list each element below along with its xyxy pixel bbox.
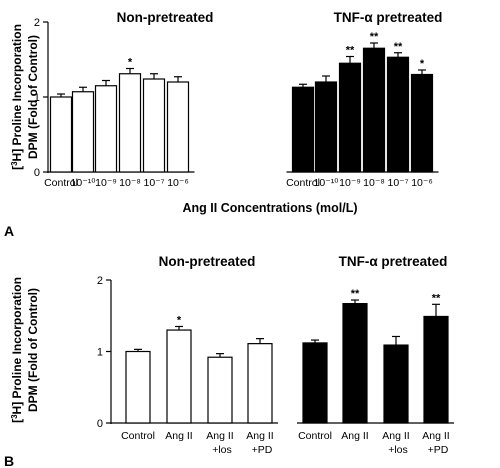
panel-a-bar	[118, 73, 142, 173]
panel-a-y-tick-label: 1	[34, 92, 40, 104]
panel-b-category-label-line2: +PD	[428, 444, 449, 456]
panel-a-bar	[410, 73, 434, 173]
panel-a-y-axis-title-text: H] Proline Incorporation	[10, 24, 24, 161]
panel-a-bar	[166, 81, 190, 173]
panel-b-category-label: Ang II	[422, 430, 449, 442]
panel-b-category-label-line2: +los	[388, 444, 408, 456]
panel-a-bar	[338, 62, 362, 173]
panel-a-x-axis-title: Ang II Concentrations (mol/L)	[183, 201, 358, 215]
panel-a-category-label: 10⁻⁷	[143, 177, 164, 189]
panel-b-y-tick-label: 0	[97, 418, 103, 430]
panel-a-category-label: 10⁻⁷	[387, 177, 408, 189]
panel-a-category-label: 10⁻¹⁰	[71, 177, 97, 189]
panel-b-significance-label: **	[432, 292, 441, 304]
panel-b-bar	[125, 350, 151, 424]
panel-a-category-label: 10⁻⁸	[119, 177, 141, 189]
panel-b-category-label: Ang II	[341, 430, 368, 442]
panel-b-category-label: Control	[298, 430, 332, 442]
panel-b-bar	[342, 302, 368, 424]
panel-b-bar	[207, 356, 233, 424]
panel-b-bar	[247, 343, 273, 424]
panel-a-bar	[142, 78, 166, 173]
panel-b-category-label: Ang II	[206, 430, 233, 442]
panel-a-significance-label: *	[128, 57, 133, 69]
panel-a-category-label: 10⁻⁸	[363, 177, 385, 189]
panel-b-significance-label: **	[351, 288, 360, 300]
panel-a-label: A	[4, 223, 14, 239]
panel-a-bar	[362, 47, 386, 173]
panel-a-category-label: 10⁻⁹	[339, 177, 361, 189]
panel-a-y-tick-label: 2	[34, 17, 40, 29]
panel-a-bar	[386, 56, 410, 173]
panel-b-group2-title: TNF-α pretreated	[339, 254, 448, 269]
panel-a-category-label: 10⁻⁶	[411, 177, 433, 189]
panel-a-category-label: Control	[286, 177, 320, 189]
panel-b-significance-label: *	[177, 314, 182, 326]
panel-b-bar	[423, 315, 449, 424]
panel-a-category-label: Control	[44, 177, 78, 189]
panel-b-y-tick-label: 2	[97, 275, 103, 287]
panel-b-bar	[383, 344, 409, 424]
panel-a-significance-label: **	[346, 45, 355, 57]
panel-b-category-label-line2: +PD	[252, 444, 273, 456]
panel-b-category-label: Control	[121, 430, 155, 442]
panel-b-bar	[302, 342, 328, 424]
panel-b-y-tick-label: 1	[97, 347, 103, 359]
panel-a-bar	[71, 91, 95, 173]
panel-a-y-axis-title-2: DPM (Fold of Control)	[26, 35, 40, 159]
panel-b-category-label: Ang II	[165, 430, 192, 442]
panel-b-y-axis-title: [3H] Proline Incorporation	[10, 277, 25, 423]
panel-b-category-label-line2: +los	[212, 444, 232, 456]
panel-a-significance-label: **	[394, 41, 403, 53]
panel-b-y-axis-title-text: H] Proline Incorporation	[10, 277, 24, 414]
panel-b-bar	[166, 329, 192, 424]
panel-a-significance-label: *	[420, 58, 425, 70]
panel-b-category-label: Ang II	[382, 430, 409, 442]
panel-a-category-label: 10⁻¹⁰	[314, 177, 340, 189]
panel-a-y-axis-title: [3H] Proline Incorporation	[10, 24, 25, 170]
panel-a-group2-title: TNF-α pretreated	[334, 10, 443, 25]
panel-a-significance-label: **	[370, 31, 379, 43]
panel-a-category-label: 10⁻⁹	[95, 177, 117, 189]
panel-a-group1-title: Non-pretreated	[117, 10, 214, 25]
panel-a-y-tick-label: 0	[34, 167, 40, 179]
panel-b-category-label: Ang II	[246, 430, 273, 442]
panel-a-bar	[314, 81, 338, 173]
panel-b-y-axis-title-2: DPM (Fold of Control)	[26, 288, 40, 412]
panel-a-category-label: 10⁻⁶	[167, 177, 189, 189]
panel-a-bar	[94, 85, 118, 173]
panel-b-label: B	[4, 453, 14, 468]
panel-b-group1-title: Non-pretreated	[159, 254, 256, 269]
panel-a-bar	[291, 86, 315, 173]
panel-a-bar	[49, 96, 73, 173]
